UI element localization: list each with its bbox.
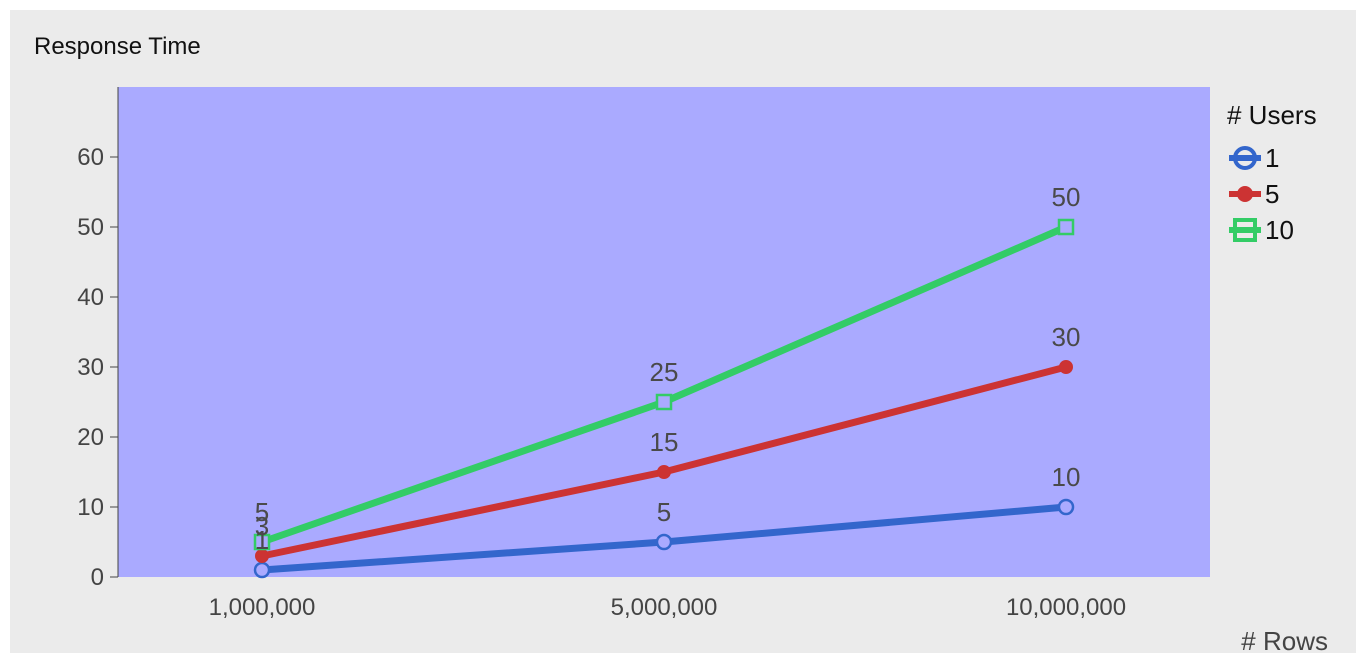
data-point xyxy=(1057,218,1075,236)
data-point xyxy=(1057,498,1075,516)
x-axis: 1,000,000 5,000,000 10,000,000 xyxy=(209,594,1126,621)
x-tick-label: 10,000,000 xyxy=(1006,594,1126,621)
y-tick-label: 30 xyxy=(77,354,104,381)
legend-title: # Users xyxy=(1227,100,1317,130)
legend-marker xyxy=(1233,146,1257,170)
chart-container: Response Time 0 10 20 30 40 50 60 1,000,000 5,0… xyxy=(10,10,1356,653)
data-point xyxy=(655,533,673,551)
data-point xyxy=(253,533,271,551)
data-label: 1 xyxy=(255,525,269,555)
data-label: 5 xyxy=(657,497,671,527)
x-axis-title: # Rows xyxy=(1241,626,1328,653)
legend: # Users 1 5 10 xyxy=(1227,100,1317,245)
data-point xyxy=(655,393,673,411)
data-point xyxy=(1059,360,1073,374)
legend-marker xyxy=(1237,186,1253,202)
legend-label: 5 xyxy=(1265,179,1279,209)
y-tick-label: 60 xyxy=(77,144,104,171)
data-label: 25 xyxy=(650,357,679,387)
series-10 xyxy=(253,218,1075,551)
data-point xyxy=(253,561,271,579)
y-tick-label: 10 xyxy=(77,494,104,521)
y-tick-label: 20 xyxy=(77,424,104,451)
legend-item-10: 10 xyxy=(1229,215,1294,245)
data-label: 30 xyxy=(1052,322,1081,352)
data-label: 3 xyxy=(255,511,269,541)
data-label: 15 xyxy=(650,427,679,457)
data-label: 5 xyxy=(255,497,269,527)
legend-label: 10 xyxy=(1265,215,1294,245)
x-tick-label: 5,000,000 xyxy=(611,594,718,621)
legend-item-5: 5 xyxy=(1229,179,1279,209)
y-axis: 0 10 20 30 40 50 60 xyxy=(77,144,118,591)
series-1 xyxy=(253,498,1075,579)
plot-area xyxy=(118,87,1210,577)
y-tick-label: 50 xyxy=(77,214,104,241)
data-point xyxy=(657,465,671,479)
legend-item-1: 1 xyxy=(1229,143,1279,173)
series-layer xyxy=(253,218,1075,579)
x-tick-label: 1,000,000 xyxy=(209,594,316,621)
legend-label: 1 xyxy=(1265,143,1279,173)
y-tick-label: 40 xyxy=(77,284,104,311)
legend-marker xyxy=(1233,218,1257,242)
data-label: 50 xyxy=(1052,182,1081,212)
line-chart: Response Time 0 10 20 30 40 50 60 1,000,000 5,0… xyxy=(34,33,1328,653)
chart-title: Response Time xyxy=(34,33,201,60)
data-label: 10 xyxy=(1052,462,1081,492)
y-tick-label: 0 xyxy=(91,564,104,591)
